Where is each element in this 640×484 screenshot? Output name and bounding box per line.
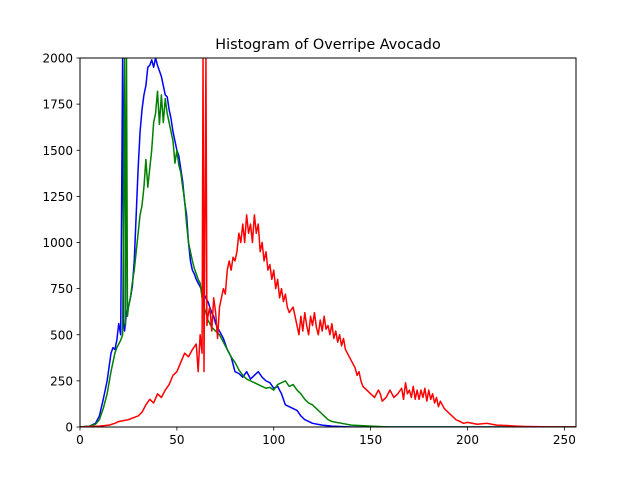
- x-tick-label: 200: [456, 433, 479, 447]
- y-tick-label: 1000: [42, 236, 73, 250]
- green-channel-line: [80, 58, 576, 427]
- y-tick-label: 250: [50, 374, 73, 388]
- y-tick-label: 0: [65, 421, 73, 435]
- chart-title: Histogram of Overripe Avocado: [215, 37, 441, 53]
- x-tick-label: 150: [359, 433, 382, 447]
- y-tick-label: 1500: [42, 144, 73, 158]
- x-axis: 0 50 100 150 200 250: [76, 427, 576, 447]
- y-tick-label: 2000: [42, 52, 73, 66]
- y-axis: 0 250 500 750 1000 1250 1500 1750 2000: [42, 52, 80, 435]
- y-tick-label: 1250: [42, 190, 73, 204]
- x-tick-label: 250: [553, 433, 576, 447]
- y-tick-label: 750: [50, 282, 73, 296]
- series-layer: [80, 58, 576, 427]
- red-channel-line: [80, 58, 576, 427]
- x-tick-label: 0: [76, 433, 84, 447]
- y-tick-label: 1750: [42, 98, 73, 112]
- y-tick-label: 500: [50, 328, 73, 342]
- x-tick-label: 100: [262, 433, 285, 447]
- x-tick-label: 50: [169, 433, 184, 447]
